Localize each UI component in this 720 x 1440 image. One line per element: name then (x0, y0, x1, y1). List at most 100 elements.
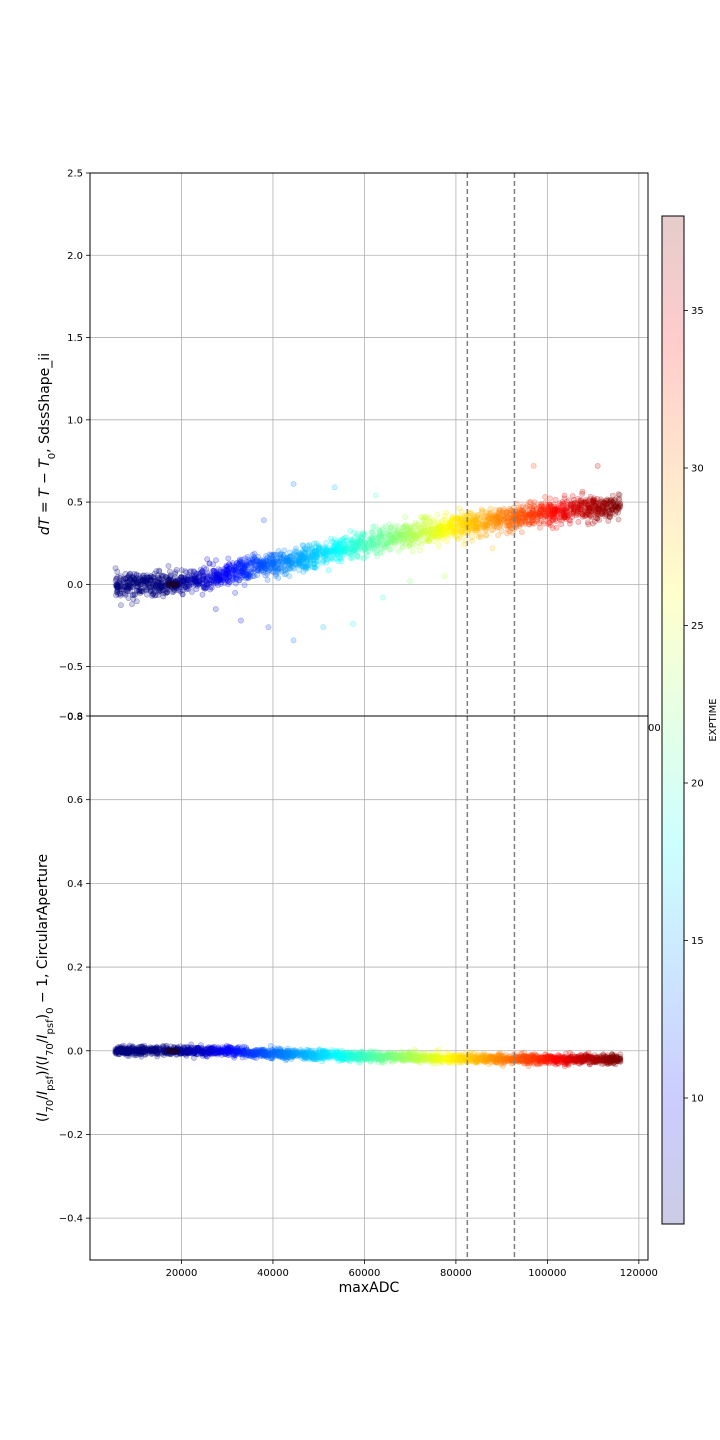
top-scatter-point (575, 506, 581, 513)
top-scatter-point (293, 561, 300, 568)
top-scatter-point (334, 547, 340, 554)
top-scatter-point (307, 546, 314, 553)
top-scatter-point (595, 505, 601, 512)
top-scatter-point (564, 502, 571, 508)
top-scatter-point (180, 578, 187, 585)
top-scatter-point (331, 546, 338, 553)
top-scatter-point (572, 500, 579, 507)
top-scatter-point (235, 561, 242, 568)
top-scatter-point (192, 575, 199, 581)
top-scatter-point (272, 565, 279, 572)
top-scatter-point (250, 566, 257, 573)
top-scatter-point (230, 567, 237, 574)
top-scatter-point (232, 589, 238, 596)
top-y-tick-label: 2.0 (67, 251, 83, 262)
top-scatter-point (313, 543, 319, 550)
top-scatter-point (445, 527, 452, 534)
top-scatter-point (545, 521, 552, 527)
top-scatter-point (311, 540, 318, 547)
top-scatter-point (112, 582, 119, 589)
top-scatter-point (489, 517, 495, 523)
top-scatter-point (596, 504, 602, 511)
top-scatter-point (473, 524, 480, 531)
top-scatter-point (482, 522, 489, 529)
top-scatter-point (295, 558, 302, 564)
top-scatter-point (404, 535, 411, 542)
top-scatter-point (225, 570, 231, 577)
top-scatter-point (389, 535, 396, 541)
top-scatter-point (414, 532, 421, 539)
top-scatter-point (344, 544, 350, 550)
top-scatter-point (581, 508, 588, 514)
top-scatter-point (386, 539, 393, 545)
top-scatter-point (154, 579, 161, 585)
top-scatter-point (588, 502, 594, 508)
top-scatter-point (531, 499, 538, 506)
top-scatter-point (617, 501, 623, 507)
top-scatter-point (516, 521, 523, 528)
top-scatter-point (383, 540, 390, 547)
top-scatter-point (390, 537, 397, 543)
top-scatter-point (452, 528, 458, 535)
top-scatter-point (339, 544, 346, 551)
top-scatter-point (453, 526, 460, 533)
top-scatter-point (385, 542, 392, 549)
top-scatter-point (500, 516, 507, 523)
top-scatter-point (615, 504, 621, 511)
top-scatter-point (264, 554, 271, 561)
top-scatter-point (323, 545, 330, 552)
top-scatter-point (233, 560, 240, 566)
top-scatter-point (450, 528, 457, 535)
top-scatter-point (183, 569, 190, 576)
top-scatter-point (417, 547, 424, 554)
top-scatter-point (549, 517, 556, 524)
top-scatter-point (286, 556, 293, 563)
top-scatter-point (426, 514, 433, 521)
top-scatter-point (507, 511, 514, 518)
top-scatter-point (307, 560, 313, 567)
top-scatter-point (395, 523, 401, 529)
top-outlier-point (146, 574, 153, 581)
top-scatter-point (256, 566, 263, 572)
top-scatter-point (615, 516, 622, 523)
top-scatter-point (492, 521, 498, 528)
top-scatter-point (347, 555, 354, 562)
top-scatter-point (439, 527, 446, 534)
top-scatter-point (378, 549, 385, 556)
top-scatter-point (268, 561, 275, 568)
top-scatter-point (452, 516, 459, 523)
top-scatter-point (126, 584, 133, 591)
top-scatter-point (570, 508, 577, 515)
top-scatter-point (454, 515, 461, 522)
top-scatter-point (334, 551, 341, 557)
top-scatter-point (153, 582, 160, 589)
top-scatter-point (541, 518, 547, 525)
top-scatter-point (316, 544, 322, 551)
top-scatter-point (158, 579, 165, 586)
top-scatter-point (499, 509, 506, 516)
top-scatter-point (158, 579, 165, 586)
top-scatter-point (338, 550, 345, 557)
top-scatter-point (134, 587, 140, 593)
top-scatter-point (264, 576, 271, 583)
top-scatter-point (501, 507, 508, 514)
top-scatter-point (434, 533, 440, 540)
top-scatter-point (160, 593, 167, 600)
top-scatter-point (403, 530, 410, 537)
top-scatter-point (179, 578, 186, 584)
top-scatter-point (311, 552, 318, 559)
top-scatter-point (563, 516, 569, 522)
top-scatter-point (138, 588, 144, 594)
top-scatter-point (163, 589, 170, 596)
top-scatter-point (259, 561, 266, 568)
top-scatter-point (441, 522, 448, 528)
top-scatter-point (472, 517, 478, 523)
top-scatter-point (190, 582, 197, 589)
top-scatter-point (436, 520, 443, 527)
top-scatter-point (330, 539, 337, 546)
top-scatter-point (428, 526, 434, 533)
top-scatter-point (270, 560, 276, 566)
top-scatter-point (566, 497, 572, 504)
top-scatter-point (297, 554, 304, 561)
top-scatter-point (326, 555, 333, 561)
